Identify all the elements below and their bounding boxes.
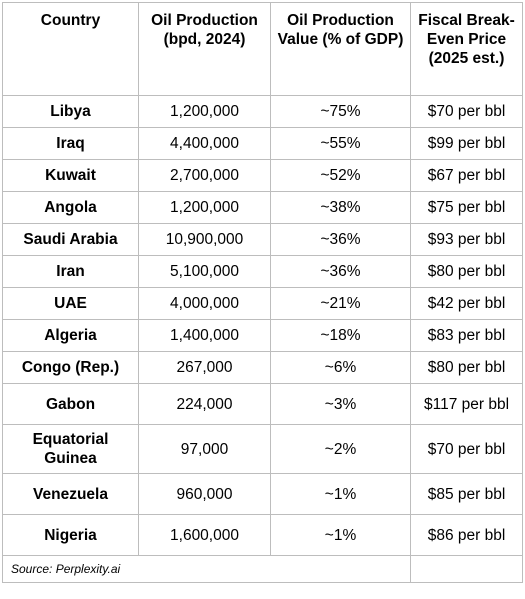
table-row: Nigeria 1,600,000 ~1% $86 per bbl	[2, 514, 523, 556]
production-cell: 1,200,000	[138, 95, 271, 128]
header-oil-production: Oil Production (bpd, 2024)	[138, 2, 271, 96]
country-cell: UAE	[2, 287, 139, 320]
pct-gdp-cell: ~38%	[270, 191, 411, 224]
pct-gdp-cell: ~1%	[270, 473, 411, 515]
table-row: Kuwait 2,700,000 ~52% $67 per bbl	[2, 159, 523, 192]
pct-gdp-cell: ~36%	[270, 255, 411, 288]
breakeven-cell: $99 per bbl	[410, 127, 523, 160]
breakeven-cell: $80 per bbl	[410, 351, 523, 384]
breakeven-cell: $93 per bbl	[410, 223, 523, 256]
table-row: Angola 1,200,000 ~38% $75 per bbl	[2, 191, 523, 224]
table-row: Equatorial Guinea 97,000 ~2% $70 per bbl	[2, 424, 523, 474]
country-cell: Iraq	[2, 127, 139, 160]
breakeven-cell: $70 per bbl	[410, 95, 523, 128]
oil-production-table: Country Oil Production (bpd, 2024) Oil P…	[2, 2, 523, 583]
country-cell: Algeria	[2, 319, 139, 352]
country-cell: Kuwait	[2, 159, 139, 192]
source-note: Source: Perplexity.ai	[2, 555, 411, 583]
source-row: Source: Perplexity.ai	[2, 555, 523, 583]
header-row: Country Oil Production (bpd, 2024) Oil P…	[2, 2, 523, 96]
header-production-value: Oil Production Value (% of GDP)	[270, 2, 411, 96]
production-cell: 5,100,000	[138, 255, 271, 288]
pct-gdp-cell: ~18%	[270, 319, 411, 352]
pct-gdp-cell: ~21%	[270, 287, 411, 320]
country-cell: Libya	[2, 95, 139, 128]
country-cell: Nigeria	[2, 514, 139, 556]
production-cell: 267,000	[138, 351, 271, 384]
table-row: Venezuela 960,000 ~1% $85 per bbl	[2, 473, 523, 515]
breakeven-cell: $85 per bbl	[410, 473, 523, 515]
table-row: Congo (Rep.) 267,000 ~6% $80 per bbl	[2, 351, 523, 384]
table-row: Gabon 224,000 ~3% $117 per bbl	[2, 383, 523, 425]
country-cell: Iran	[2, 255, 139, 288]
pct-gdp-cell: ~1%	[270, 514, 411, 556]
breakeven-cell: $75 per bbl	[410, 191, 523, 224]
production-cell: 2,700,000	[138, 159, 271, 192]
production-cell: 97,000	[138, 424, 271, 474]
country-cell: Gabon	[2, 383, 139, 425]
header-breakeven-price: Fiscal Break-Even Price (2025 est.)	[410, 2, 523, 96]
breakeven-cell: $67 per bbl	[410, 159, 523, 192]
pct-gdp-cell: ~2%	[270, 424, 411, 474]
breakeven-cell: $117 per bbl	[410, 383, 523, 425]
breakeven-cell: $70 per bbl	[410, 424, 523, 474]
pct-gdp-cell: ~52%	[270, 159, 411, 192]
production-cell: 4,000,000	[138, 287, 271, 320]
header-country: Country	[2, 2, 139, 96]
production-cell: 1,400,000	[138, 319, 271, 352]
pct-gdp-cell: ~36%	[270, 223, 411, 256]
production-cell: 4,400,000	[138, 127, 271, 160]
production-cell: 1,200,000	[138, 191, 271, 224]
breakeven-cell: $42 per bbl	[410, 287, 523, 320]
table-row: Iraq 4,400,000 ~55% $99 per bbl	[2, 127, 523, 160]
pct-gdp-cell: ~3%	[270, 383, 411, 425]
pct-gdp-cell: ~6%	[270, 351, 411, 384]
country-cell: Angola	[2, 191, 139, 224]
pct-gdp-cell: ~75%	[270, 95, 411, 128]
table-row: Iran 5,100,000 ~36% $80 per bbl	[2, 255, 523, 288]
production-cell: 10,900,000	[138, 223, 271, 256]
table-row: UAE 4,000,000 ~21% $42 per bbl	[2, 287, 523, 320]
table-row: Algeria 1,400,000 ~18% $83 per bbl	[2, 319, 523, 352]
country-cell: Equatorial Guinea	[2, 424, 139, 474]
breakeven-cell: $80 per bbl	[410, 255, 523, 288]
country-cell: Congo (Rep.)	[2, 351, 139, 384]
production-cell: 1,600,000	[138, 514, 271, 556]
production-cell: 960,000	[138, 473, 271, 515]
breakeven-cell: $83 per bbl	[410, 319, 523, 352]
pct-gdp-cell: ~55%	[270, 127, 411, 160]
table-row: Saudi Arabia 10,900,000 ~36% $93 per bbl	[2, 223, 523, 256]
table-row: Libya 1,200,000 ~75% $70 per bbl	[2, 95, 523, 128]
empty-cell	[410, 555, 523, 583]
country-cell: Venezuela	[2, 473, 139, 515]
production-cell: 224,000	[138, 383, 271, 425]
breakeven-cell: $86 per bbl	[410, 514, 523, 556]
country-cell: Saudi Arabia	[2, 223, 139, 256]
